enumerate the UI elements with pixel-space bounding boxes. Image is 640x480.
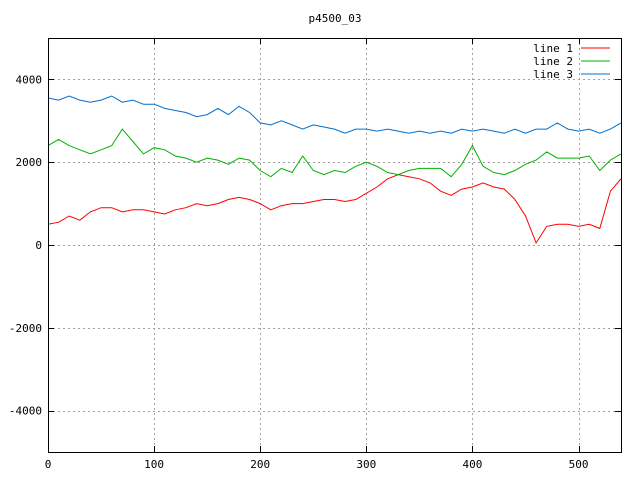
series-line-3 [47, 95, 622, 134]
legend-label-line-2: line 2 [533, 55, 573, 68]
x-tick-label: 300 [356, 458, 376, 471]
series-layer [47, 95, 622, 244]
chart-title: p4500_03 [309, 12, 362, 25]
y-tick-label: -2000 [9, 322, 42, 335]
tick-layer: 0 100 200 300 400 500 -4000 -2000 0 2000 4000 [9, 38, 621, 471]
x-tick-label: 500 [569, 458, 589, 471]
legend: line 1 line 2 line 3 [533, 42, 610, 81]
legend-label-line-1: line 1 [533, 42, 573, 55]
x-tick-label: 100 [144, 458, 164, 471]
x-tick-label: 200 [250, 458, 270, 471]
series-line-1 [47, 174, 622, 244]
y-tick-label: 0 [35, 239, 42, 252]
y-tick-label: -4000 [9, 405, 42, 418]
x-tick-label: 0 [45, 458, 52, 471]
y-tick-label: 4000 [16, 73, 43, 86]
legend-label-line-3: line 3 [533, 68, 573, 81]
y-tick-label: 2000 [16, 156, 43, 169]
x-tick-label: 400 [463, 458, 483, 471]
grid-layer [48, 38, 621, 452]
series-line-2 [47, 128, 622, 178]
